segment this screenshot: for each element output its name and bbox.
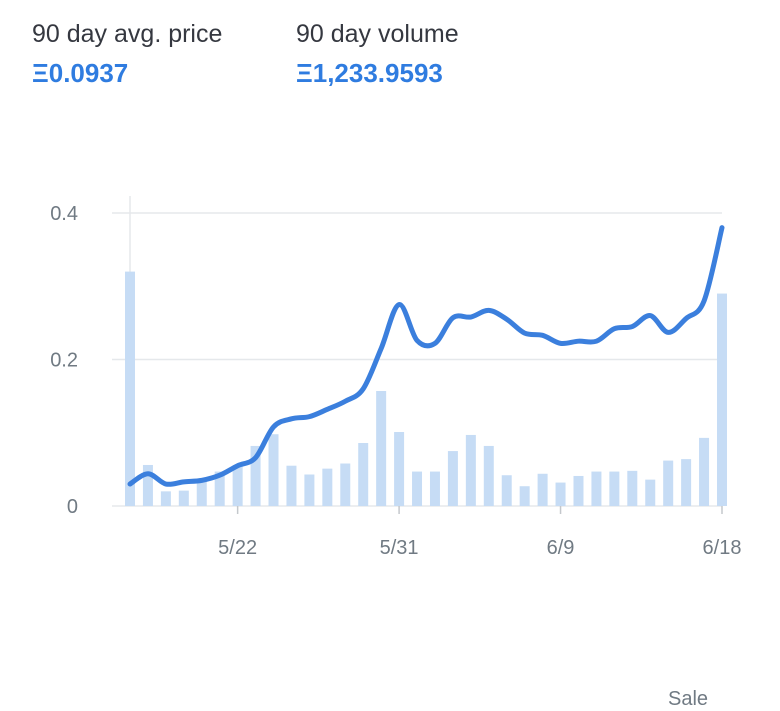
- volume-bar[interactable]: [699, 437, 710, 506]
- volume-bar[interactable]: [663, 460, 674, 506]
- volume-bar[interactable]: [609, 471, 620, 506]
- volume-bar[interactable]: [196, 480, 207, 506]
- volume-bar[interactable]: [429, 471, 440, 506]
- volume-bar[interactable]: [125, 271, 135, 506]
- volume-bar[interactable]: [645, 479, 656, 506]
- volume-bar[interactable]: [232, 465, 243, 506]
- volume-bar[interactable]: [376, 390, 387, 506]
- volume-bar[interactable]: [465, 434, 476, 506]
- volume-bar[interactable]: [160, 491, 171, 506]
- volume-bar[interactable]: [537, 473, 548, 506]
- x-tick-label: 5/31: [380, 537, 419, 559]
- x-tick-label: 6/18: [703, 537, 742, 559]
- y-tick-label: 0.4: [50, 203, 78, 225]
- volume-stat: 90 day volume Ξ1,233.9593: [296, 18, 459, 90]
- volume-bar[interactable]: [573, 475, 584, 506]
- volume-label: 90 day volume: [296, 20, 459, 48]
- volume-bar[interactable]: [286, 465, 297, 506]
- volume-bar[interactable]: [340, 463, 351, 506]
- volume-bar[interactable]: [394, 432, 405, 506]
- price-line[interactable]: [127, 225, 725, 487]
- volume-bar[interactable]: [555, 482, 566, 506]
- volume-bar[interactable]: [519, 486, 530, 506]
- x-tick-label: 6/9: [547, 537, 575, 559]
- volume-bar[interactable]: [358, 443, 369, 506]
- avg-price-label: 90 day avg. price: [32, 20, 223, 48]
- volume-bar[interactable]: [304, 474, 315, 506]
- volume-bar[interactable]: [627, 470, 638, 506]
- volume-bar[interactable]: [591, 471, 602, 506]
- avg-price-stat: 90 day avg. price Ξ0.0937: [32, 18, 222, 90]
- price-line-group: [127, 225, 725, 487]
- axis-labels: 0 0.2 0.4 5/22 5/31 6/9 6/18: [50, 203, 741, 559]
- volume-bar[interactable]: [717, 293, 727, 506]
- volume-bars: [125, 271, 727, 506]
- x-tick-label: 5/22: [218, 537, 257, 559]
- price-volume-chart[interactable]: 0 0.2 0.4 5/22 5/31 6/9 6/18: [0, 180, 780, 580]
- volume-bar[interactable]: [447, 451, 458, 506]
- volume-bar[interactable]: [681, 459, 692, 506]
- volume-bar[interactable]: [178, 490, 189, 506]
- volume-bar[interactable]: [250, 445, 261, 506]
- volume-bar[interactable]: [483, 445, 494, 506]
- volume-value: Ξ1,233.9593: [296, 58, 443, 88]
- volume-bar[interactable]: [412, 471, 423, 506]
- volume-bar[interactable]: [142, 464, 153, 506]
- volume-bar[interactable]: [322, 468, 333, 506]
- stats-header: 90 day avg. price Ξ0.0937 90 day volume …: [0, 0, 780, 100]
- avg-price-value: Ξ0.0937: [32, 58, 129, 88]
- volume-bar[interactable]: [268, 434, 279, 506]
- y-tick-label: 0: [67, 496, 78, 518]
- volume-bar[interactable]: [501, 475, 512, 506]
- y-tick-label: 0.2: [50, 350, 78, 372]
- sale-label-partial: Sale: [668, 688, 709, 710]
- grid-lines: [112, 196, 722, 507]
- volume-bar[interactable]: [214, 471, 225, 506]
